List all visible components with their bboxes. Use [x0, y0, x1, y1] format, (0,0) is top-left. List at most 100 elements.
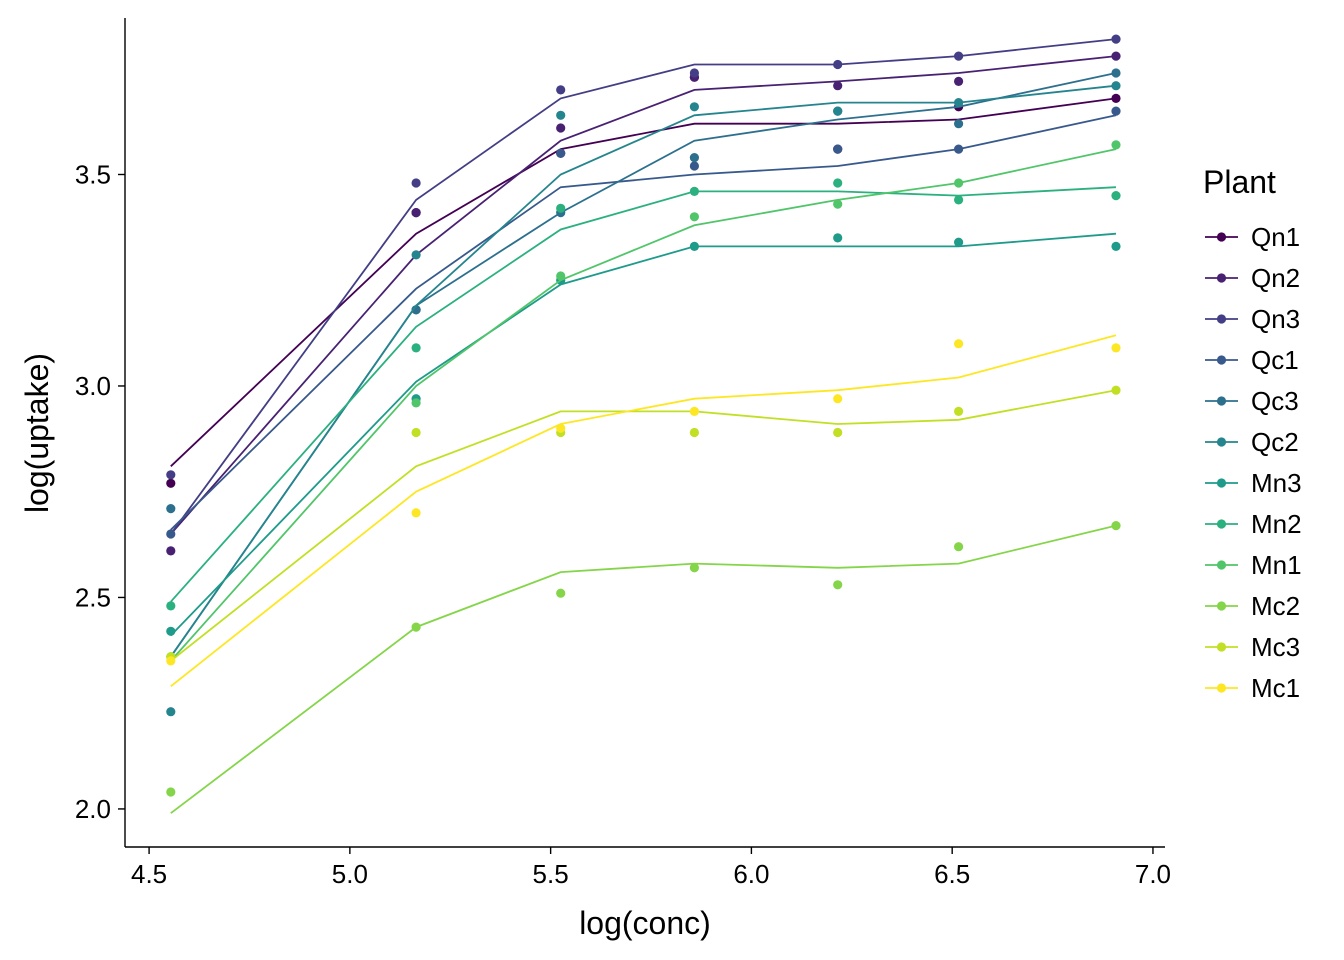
legend-key-point: [1216, 355, 1227, 365]
data-point: [1111, 521, 1121, 531]
legend-item-qc3: Qc3: [1205, 386, 1299, 416]
series-line: [170, 72, 1117, 658]
data-point: [556, 148, 566, 158]
data-point: [1111, 106, 1121, 116]
data-point: [166, 601, 176, 611]
data-point: [411, 622, 421, 632]
legend: Plant Qn1 Qn2 Qn3 Qc1 Qc3 Qc2 Mn3 Mn2 Mn1 Mc2 Mc3 M…: [1203, 164, 1302, 703]
series-line: [170, 232, 1117, 637]
legend-label: Qn3: [1251, 304, 1300, 334]
data-point: [689, 241, 700, 251]
data-point: [833, 199, 843, 209]
legend-label: Mc2: [1251, 591, 1300, 621]
legend-label: Qc2: [1251, 427, 1299, 457]
legend-key-point: [1216, 601, 1227, 611]
data-point: [556, 85, 566, 95]
data-point: [689, 212, 700, 222]
series-line: [170, 84, 1117, 658]
data-point: [1111, 140, 1121, 150]
data-point: [1111, 68, 1121, 78]
data-point: [411, 398, 421, 408]
data-point: [689, 186, 700, 196]
legend-title: Plant: [1203, 164, 1276, 200]
data-point: [954, 237, 964, 247]
data-point: [833, 59, 843, 70]
data-point: [411, 250, 421, 260]
data-point: [1111, 191, 1121, 201]
data-point: [411, 343, 421, 353]
data-point: [556, 423, 566, 433]
series-mc2: [166, 521, 1121, 814]
data-point: [954, 542, 964, 552]
legend-label: Qc3: [1251, 386, 1299, 416]
data-point: [833, 81, 843, 91]
legend-item-mn3: Mn3: [1205, 468, 1302, 498]
legend-label: Mn2: [1251, 509, 1302, 539]
data-point: [954, 119, 964, 129]
data-point: [689, 406, 700, 416]
legend-item-qn2: Qn2: [1205, 263, 1300, 293]
series-line: [170, 55, 1117, 535]
legend-item-mc1: Mc1: [1205, 673, 1300, 703]
data-point: [411, 427, 421, 438]
data-point: [689, 102, 700, 112]
data-point: [166, 787, 176, 797]
series-qc3: [166, 68, 1121, 658]
series-line: [170, 186, 1117, 603]
legend-key-point: [1216, 232, 1227, 242]
legend-label: Mn3: [1251, 468, 1302, 498]
data-point: [166, 504, 176, 514]
data-point: [689, 161, 700, 171]
data-point: [166, 478, 176, 488]
data-point: [1111, 385, 1121, 395]
series-line: [170, 524, 1117, 814]
data-point: [556, 110, 566, 120]
legend-key-point: [1216, 683, 1227, 693]
y-tick-label: 3.0: [75, 371, 111, 401]
data-point: [954, 76, 964, 86]
series-line: [170, 38, 1117, 535]
legend-item-qn3: Qn3: [1205, 304, 1300, 334]
legend-item-mn1: Mn1: [1205, 550, 1302, 580]
data-point: [556, 588, 566, 598]
data-point: [1111, 93, 1121, 103]
y-axis-title: log(uptake): [19, 353, 55, 513]
data-point: [954, 178, 964, 188]
x-axis-title: log(conc): [579, 905, 711, 941]
x-tick-label: 6.5: [934, 859, 970, 889]
series-qn1: [166, 72, 1121, 488]
series-qn2: [166, 51, 1121, 556]
series-mc1: [166, 334, 1121, 688]
x-tick-label: 4.5: [131, 859, 167, 889]
x-tick-label: 6.0: [733, 859, 769, 889]
data-point: [689, 563, 700, 573]
data-point: [954, 98, 964, 108]
legend-label: Qn2: [1251, 263, 1300, 293]
series-qc2: [166, 81, 1121, 717]
data-point: [166, 707, 176, 717]
data-point: [689, 68, 700, 78]
data-point: [1111, 343, 1121, 353]
legend-key-point: [1216, 396, 1227, 406]
data-point: [556, 203, 566, 213]
legend-item-qn1: Qn1: [1205, 222, 1300, 252]
data-point: [411, 178, 421, 188]
legend-item-mc3: Mc3: [1205, 632, 1300, 662]
data-point: [833, 144, 843, 154]
legend-key-point: [1216, 314, 1227, 324]
data-point: [1111, 81, 1121, 91]
legend-item-qc1: Qc1: [1205, 345, 1299, 375]
series-mn3: [166, 232, 1121, 637]
data-point: [954, 339, 964, 349]
data-point: [954, 406, 964, 416]
legend-key-point: [1216, 560, 1227, 570]
series-line: [170, 114, 1117, 531]
data-point: [166, 470, 176, 480]
data-point: [833, 106, 843, 116]
y-tick-label: 2.0: [75, 794, 111, 824]
legend-label: Mn1: [1251, 550, 1302, 580]
legend-key-point: [1216, 478, 1227, 488]
series-qc1: [166, 106, 1121, 539]
x-axis-ticks: 4.5 5.0 5.5 6.0 6.5 7.0: [131, 847, 1171, 889]
data-point: [166, 626, 176, 636]
